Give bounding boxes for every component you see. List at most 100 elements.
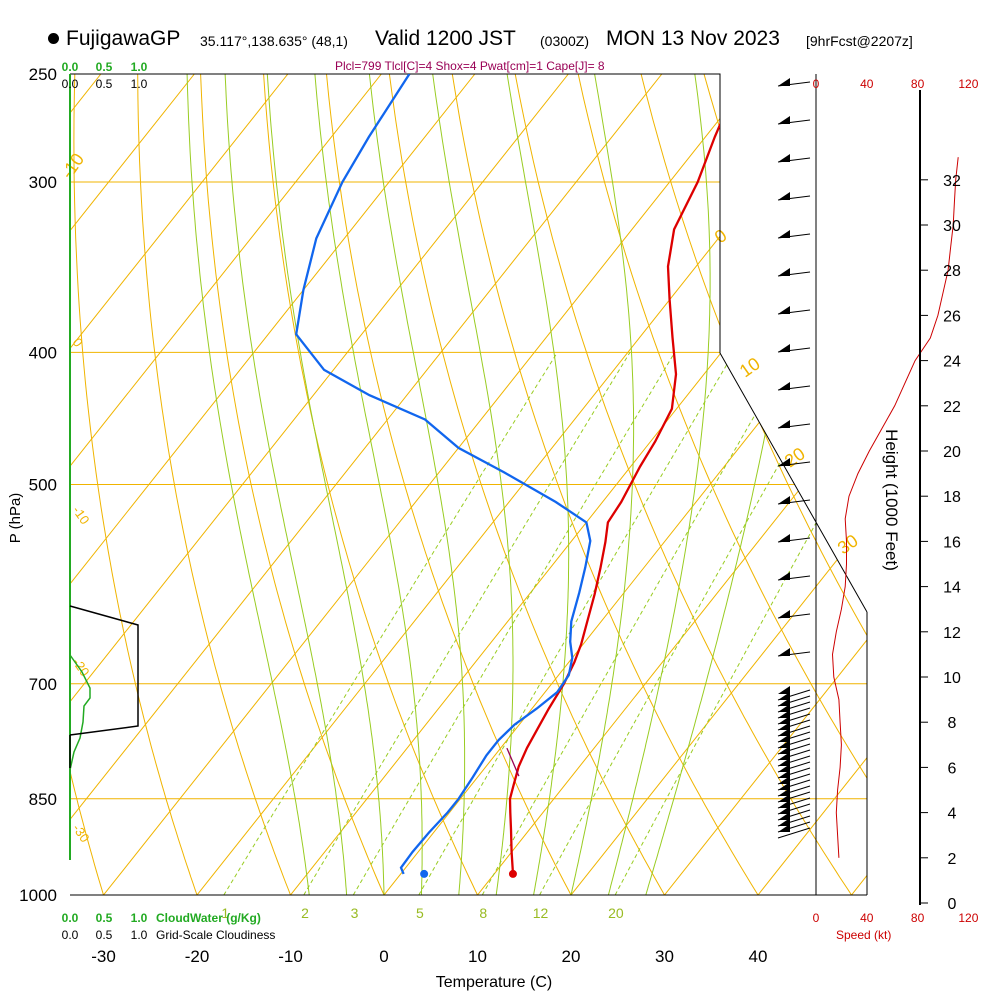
height-tick-label: 24 xyxy=(943,354,961,371)
dry-adiabat-line xyxy=(261,74,493,895)
dry-adiabat-line xyxy=(70,74,113,895)
wind-speed-tick: 120 xyxy=(958,911,978,925)
height-tick-label: 22 xyxy=(943,399,961,416)
cloudiness-tick: 1.0 xyxy=(131,928,148,942)
wind-barb-flag xyxy=(778,692,790,700)
wind-barb-flag xyxy=(778,306,790,314)
height-tick-label: 30 xyxy=(943,218,961,235)
mixing-ratio-label: 2 xyxy=(301,905,309,921)
wind-barb-flag xyxy=(778,534,790,542)
valid-date: MON 13 Nov 2023 xyxy=(606,27,780,50)
height-tick-label: 18 xyxy=(943,489,961,506)
pressure-tick-label: 700 xyxy=(29,675,57,694)
temperature-tick-label: 40 xyxy=(749,947,768,966)
cloudiness-tick: 1.0 xyxy=(131,77,148,91)
isotherm-line xyxy=(70,74,569,895)
wind-barb-flag xyxy=(778,818,790,826)
height-axis-title: Height (1000 Feet) xyxy=(882,429,901,571)
moist-adiabat-line xyxy=(506,74,570,895)
cloud-water-label: CloudWater (g/Kg) xyxy=(156,911,261,925)
mixing-ratio-label: 12 xyxy=(533,905,549,921)
wind-barb-flag xyxy=(778,752,790,760)
pressure-axis-title: P (hPa) xyxy=(7,493,24,544)
dry-adiabat-line xyxy=(821,74,867,895)
height-tick-label: 12 xyxy=(943,625,961,642)
dry-adiabat-line xyxy=(448,74,777,895)
plot-frame xyxy=(70,73,868,613)
temperature-line xyxy=(508,74,745,874)
cloudiness-tick: 0.5 xyxy=(96,928,113,942)
cloudiness-label: Grid-Scale Cloudiness xyxy=(156,928,275,942)
wind-barb-flag xyxy=(778,420,790,428)
wind-speed-tick: 80 xyxy=(911,911,925,925)
isotherm-line xyxy=(0,74,7,895)
moist-adiabat-line xyxy=(224,74,348,895)
wind-barb-flag xyxy=(778,116,790,124)
cloudiness-tick: 0.5 xyxy=(96,77,113,91)
wind-barb-flag xyxy=(778,716,790,724)
moist-adiabat-label: 0 xyxy=(70,335,86,350)
forecast-tag: [9hrFcst@2207z] xyxy=(806,33,913,49)
header: FujigawaGP 35.117°,138.635° (48,1) Valid… xyxy=(0,0,1000,73)
wind-barb-flag xyxy=(778,794,790,802)
moist-adiabat-label: -10 xyxy=(70,503,93,527)
wind-barb-flag xyxy=(778,154,790,162)
isotherm-line xyxy=(70,74,289,895)
wind-barb-flag xyxy=(778,496,790,504)
moist-adiabat-line xyxy=(368,74,466,895)
surface_dewpoint-marker xyxy=(420,869,429,878)
pressure-tick-label: 250 xyxy=(29,65,57,84)
cloud-water-tick: 0.0 xyxy=(62,60,79,74)
wind-speed-tick: 120 xyxy=(958,77,978,91)
temperature-tick-label: 0 xyxy=(379,947,388,966)
wind-barb-flag xyxy=(778,740,790,748)
stability-indices: Plcl=799 Tlcl[C]=4 Shox=4 Pwat[cm]=1 Cap… xyxy=(335,59,605,73)
wind-barb-flag xyxy=(778,776,790,784)
temperature-tick-label: 20 xyxy=(562,947,581,966)
pressure-tick-label: 400 xyxy=(29,343,57,362)
dry-adiabat-label: 30 xyxy=(834,530,862,558)
isotherm-line xyxy=(70,74,195,895)
wind-barb-flag xyxy=(778,268,790,276)
cloud-water-tick: 1.0 xyxy=(131,60,148,74)
dry-adiabat-line xyxy=(572,74,867,895)
valid-time-utc: (0300Z) xyxy=(540,33,590,49)
mixing-ratio-label: 5 xyxy=(416,905,424,921)
wind-speed-tick: 0 xyxy=(813,911,820,925)
temperature-tick-label: -10 xyxy=(278,947,303,966)
moist-adiabat-line xyxy=(266,74,385,895)
station-name: FujigawaGP xyxy=(66,27,181,50)
isotherm-line xyxy=(70,74,663,895)
mixing-ratio-label: 1 xyxy=(221,905,229,921)
wind-barb-flag xyxy=(778,722,790,730)
cloud-water-profile xyxy=(69,654,91,771)
wind-barb-flag xyxy=(778,192,790,200)
isotherm-line xyxy=(851,74,867,895)
mixing-ratio-line xyxy=(223,352,558,895)
moist-adiabat-line xyxy=(314,74,423,895)
plot-clip-group xyxy=(0,50,867,924)
dewpoint-line xyxy=(294,74,592,875)
height-tick-label: 6 xyxy=(948,760,957,777)
wind-speed-tick: 0 xyxy=(813,77,820,91)
cloudiness-profile xyxy=(69,605,139,736)
dry-adiabat-line xyxy=(386,74,682,895)
height-tick-label: 4 xyxy=(948,806,957,823)
lcl-marker xyxy=(506,747,520,777)
wind-barb xyxy=(777,827,811,839)
dry-adiabat-line xyxy=(0,50,18,924)
isotherm-line xyxy=(70,74,476,895)
cloudiness-tick: 0.0 xyxy=(62,77,79,91)
wind-barb-flag xyxy=(778,572,790,580)
moist-adiabat-line xyxy=(570,74,635,895)
isotherm-line xyxy=(70,74,382,895)
moist-adiabat-label: -30 xyxy=(70,821,93,845)
mixing-ratio-line xyxy=(614,352,867,895)
mixing-ratio-line xyxy=(539,352,844,895)
temperature-axis-title: Temperature (C) xyxy=(436,974,552,991)
wind-barb-flag xyxy=(778,78,790,86)
wind-barb-flag xyxy=(778,806,790,814)
